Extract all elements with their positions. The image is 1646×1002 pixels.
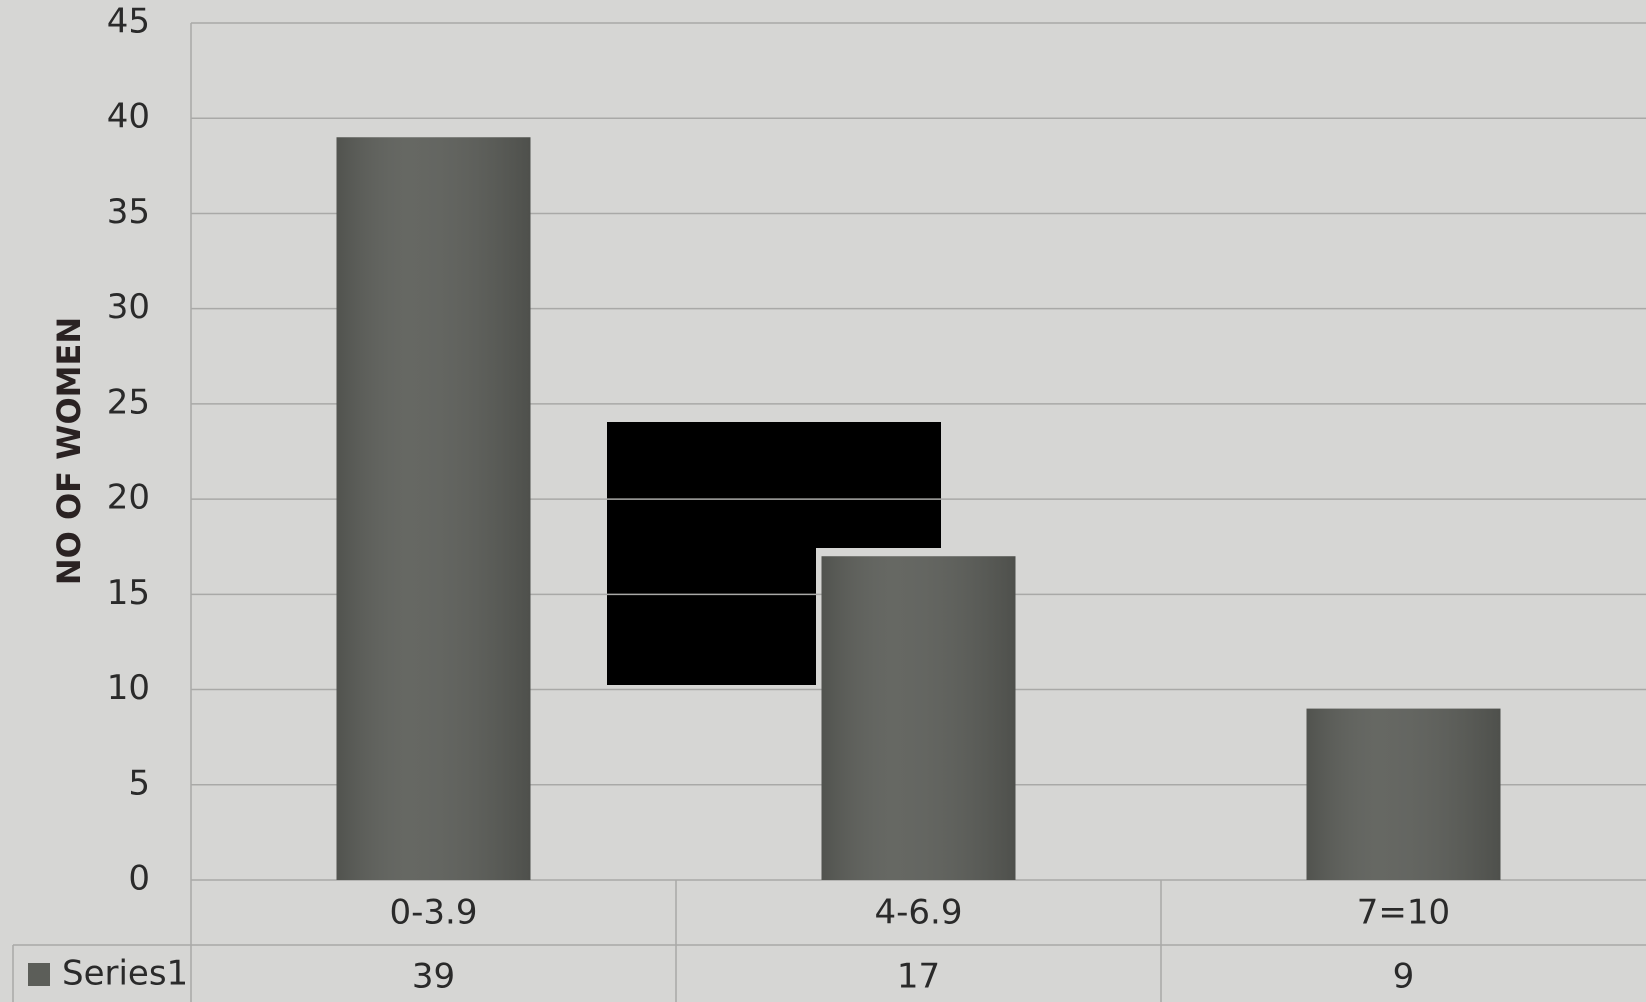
x-tick-label: 0-3.9 (390, 893, 478, 933)
y-tick-label: 35 (107, 192, 150, 232)
legend-label: Series1 (62, 954, 188, 994)
y-axis-label: NO OF WOMEN (50, 317, 88, 585)
x-tick-label: 4-6.9 (875, 893, 963, 933)
y-tick-label: 15 (107, 573, 150, 613)
y-tick-label: 30 (107, 287, 150, 327)
table-value: 39 (412, 957, 455, 997)
y-tick-label: 5 (128, 763, 150, 803)
table-value: 9 (1393, 957, 1415, 997)
y-tick-label: 10 (107, 668, 150, 708)
redaction-box (607, 422, 941, 685)
legend-swatch (28, 963, 50, 986)
y-tick-label: 20 (107, 478, 150, 518)
y-tick-label: 45 (107, 2, 150, 42)
x-tick-label: 7=10 (1357, 893, 1450, 933)
bar-shade (1306, 708, 1501, 880)
y-tick-label: 0 (128, 859, 150, 899)
bar-shade (821, 556, 1016, 880)
y-tick-label: 25 (107, 382, 150, 422)
y-tick-label: 40 (107, 97, 150, 137)
bar-shade (336, 137, 531, 880)
table-value: 17 (897, 957, 940, 997)
